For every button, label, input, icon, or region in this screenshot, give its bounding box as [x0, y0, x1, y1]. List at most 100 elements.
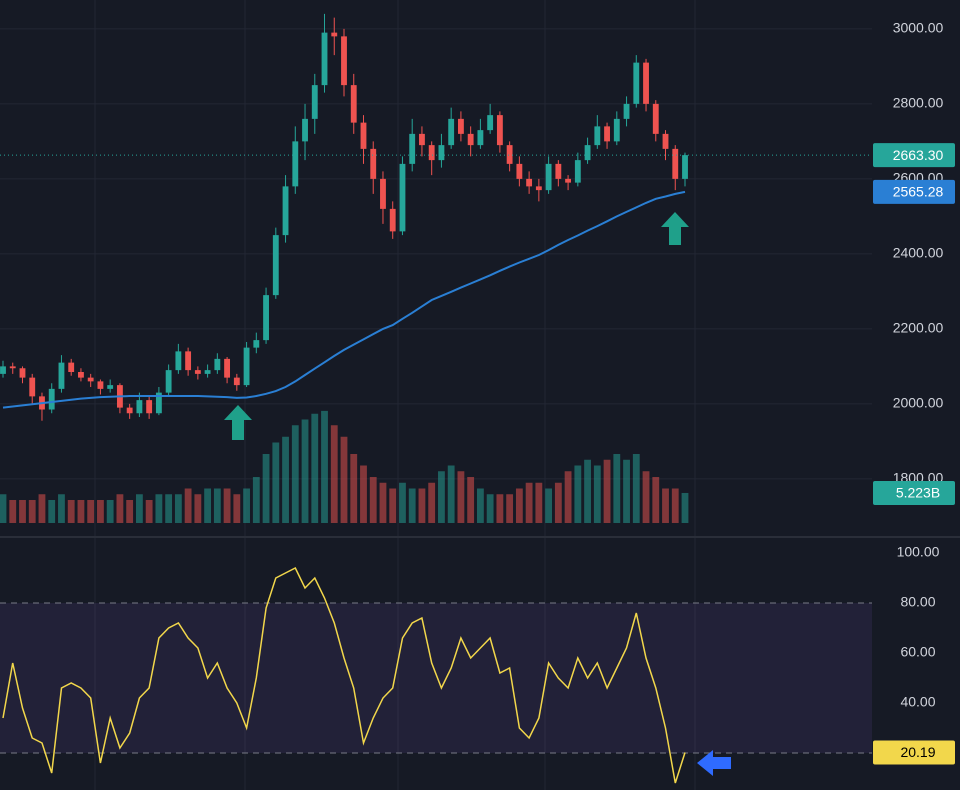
volume-bar [165, 494, 173, 523]
candle-body [224, 358, 231, 378]
y-tick-label: 100.00 [897, 544, 940, 560]
price-label-box [873, 179, 955, 204]
volume-bar [369, 477, 377, 523]
candle-body [58, 362, 65, 389]
candle-body [29, 377, 36, 397]
volume-bar [272, 442, 280, 523]
candle-body [0, 366, 6, 374]
volume-bar [301, 419, 309, 523]
volume-bar [116, 494, 124, 523]
volume-bar [28, 500, 36, 523]
candle-body [545, 163, 552, 191]
y-tick-label: 2400.00 [893, 245, 944, 261]
y-tick-label: 40.00 [900, 694, 935, 710]
volume-bar [233, 494, 241, 523]
signal-arrow [697, 750, 731, 776]
candle-body [146, 400, 153, 414]
volume-bar [252, 477, 260, 523]
volume-bar [48, 500, 56, 523]
candle-body [613, 118, 620, 142]
candle-body [282, 186, 289, 236]
volume-bar [593, 465, 601, 523]
candle-body [272, 235, 279, 296]
candle-body [350, 85, 357, 123]
volume-bar [0, 494, 7, 523]
volume-bar [438, 471, 445, 523]
candle-body [574, 160, 581, 183]
volume-bar [311, 413, 319, 523]
volume-bar [38, 494, 46, 523]
volume-bar [467, 477, 475, 523]
volume-bar [282, 436, 289, 523]
candle-body [136, 400, 143, 414]
candle-body [9, 366, 16, 369]
volume-bar [652, 477, 660, 523]
moving-average [2, 190, 686, 409]
volume-bar [213, 488, 221, 523]
price-label: 20.19 [900, 744, 935, 760]
buy-arrow [224, 405, 252, 440]
volume-bar [243, 488, 250, 523]
volume-bar [632, 454, 640, 523]
candle-body [623, 103, 630, 119]
candle-body [302, 118, 308, 142]
candle-body [428, 145, 435, 161]
volume-bar [662, 488, 669, 523]
volume-bar [506, 494, 514, 523]
candle-body [604, 126, 610, 142]
volume-bar [564, 471, 572, 523]
candle-body [380, 178, 386, 209]
candle-body [409, 133, 416, 164]
volume-bar [613, 454, 621, 523]
volume-bar [97, 500, 104, 523]
candle-body [331, 32, 338, 37]
y-tick-label: 3000.00 [893, 20, 944, 36]
candle-body [185, 351, 192, 371]
candle-body [263, 295, 269, 341]
volume-bar [496, 494, 504, 523]
price-label-box [873, 143, 955, 168]
candle-body [204, 370, 211, 374]
volume-bar [535, 482, 543, 523]
candle-body [496, 115, 503, 146]
volume-bar [58, 494, 65, 523]
volume-bar [19, 500, 26, 523]
volume-bar [321, 410, 328, 523]
price-label: 2565.28 [893, 184, 944, 200]
volume-bar [623, 459, 630, 523]
volume-bar [360, 465, 367, 523]
volume-bar [515, 488, 523, 523]
volume-bar [428, 482, 436, 523]
candle-body [506, 145, 513, 164]
rsi-line [2, 566, 686, 784]
candle-body [311, 85, 318, 119]
volume-bar [399, 482, 406, 523]
candle-body [243, 347, 250, 386]
volume-bar [9, 500, 17, 523]
buy-arrow [661, 212, 689, 245]
volume-bar [184, 488, 192, 523]
candle-body [233, 377, 240, 386]
volume-bar [223, 488, 231, 523]
candle-body [253, 340, 260, 348]
candle-body [341, 36, 347, 86]
volume-bar [554, 482, 562, 523]
y-tick-label: 60.00 [900, 644, 935, 660]
candle-body [155, 392, 162, 414]
volume-bar [87, 500, 95, 523]
plot-layer [0, 13, 872, 784]
rsi-band [0, 603, 872, 753]
axis-layer: 1800.002000.002200.002400.002600.002800.… [873, 20, 955, 765]
candle-body [360, 122, 367, 149]
volume-bar [389, 488, 397, 523]
volume-bar [545, 488, 553, 523]
volume-bar [77, 500, 85, 523]
candle-body [399, 163, 406, 232]
candle-body [419, 133, 425, 146]
volume-bar [486, 494, 494, 523]
candle-body [535, 186, 542, 191]
volume-bar [476, 488, 484, 523]
candle-body [292, 141, 299, 187]
candle-body [555, 163, 562, 179]
